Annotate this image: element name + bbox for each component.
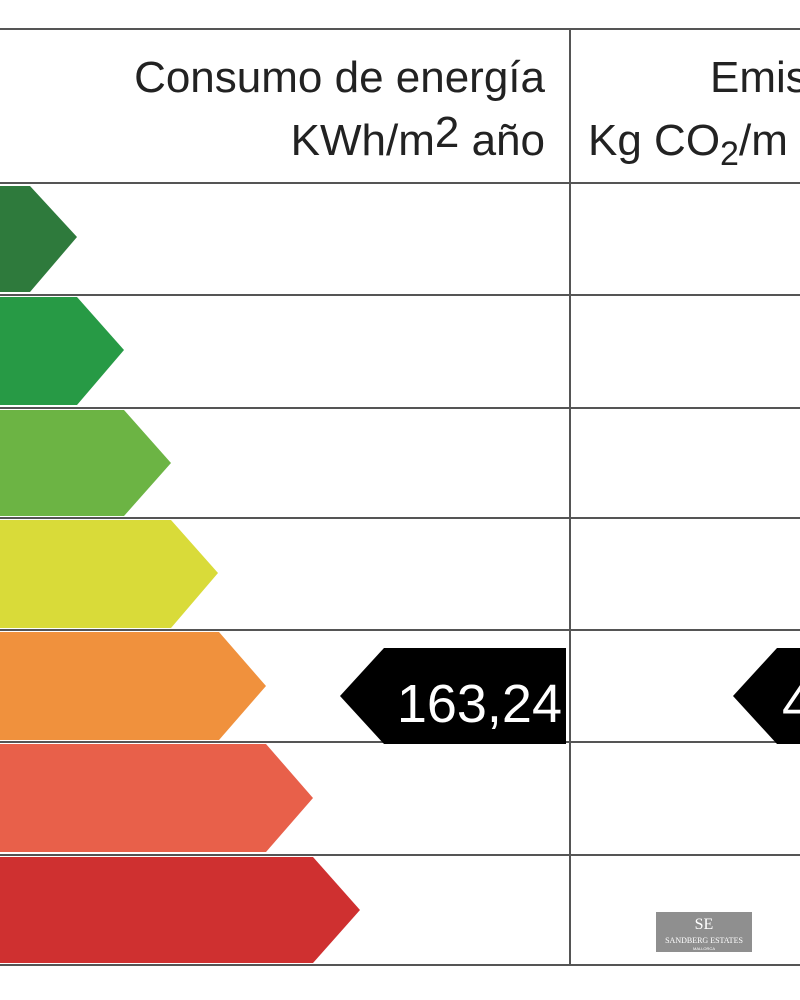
unit-text: Kg CO [588,116,720,165]
arrow-d [0,520,218,628]
energy-rating-value: 163,24 [397,674,562,734]
arrow-b [0,297,124,405]
unit-superscript: 2 [435,108,459,157]
arrow-g [0,857,360,963]
efficiency-arrows [0,186,360,963]
table-lines [0,28,800,966]
emissions-rating-flag [733,648,800,744]
energy-rating-flag [340,648,566,744]
energy-unit: KWh/m2 año [291,108,545,165]
unit-text: KWh/m [291,116,435,165]
arrow-e [0,632,266,740]
watermark-place: MALLORCA [693,946,715,951]
watermark-box [656,912,752,952]
unit-text: /m [739,116,788,165]
unit-text: año [459,116,545,165]
unit-subscript: 2 [720,135,739,173]
emissions-header: Emis [710,53,800,102]
emissions-rating-value: 4 [782,674,800,734]
watermark-logo: SE [695,916,714,933]
arrow-a [0,186,77,292]
arrow-f [0,744,313,852]
arrow-c [0,410,171,516]
emissions-unit: Kg CO2/m [588,116,788,173]
watermark-name: SANDBERG ESTATES [665,936,743,945]
energy-header: Consumo de energía [134,53,545,102]
